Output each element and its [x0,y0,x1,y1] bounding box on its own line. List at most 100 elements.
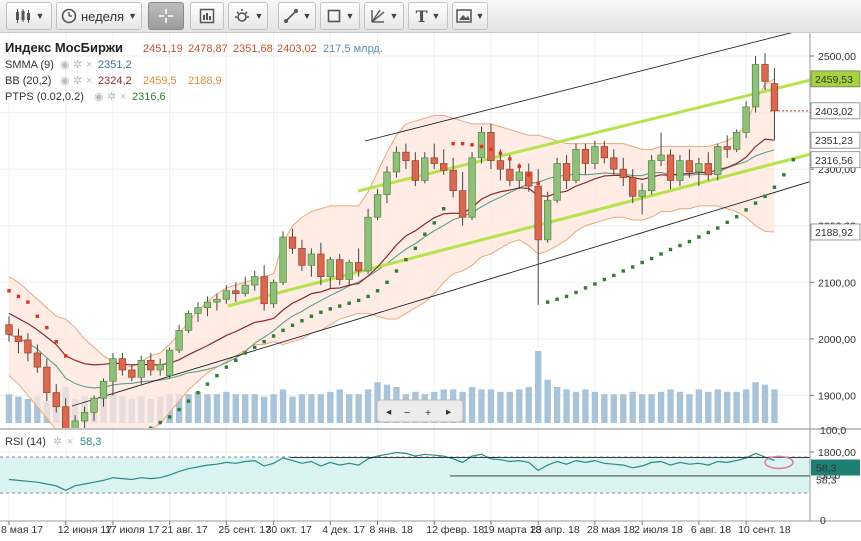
candle-body [562,163,571,181]
bb-lower-value: 2188,9 [188,75,222,87]
candles-icon [15,9,30,23]
sar-point [593,282,597,286]
sar-point [328,307,332,311]
volume-bar [695,389,703,423]
sar-point [281,328,285,333]
price-badge [810,151,861,169]
candle-body [506,168,514,181]
image-button[interactable]: ▼ [452,2,488,30]
trend-line-lower[interactable] [227,152,815,308]
sar-point [640,260,644,265]
close-icon[interactable]: × [67,436,73,448]
sar-point [791,158,796,162]
channel-upper-line[interactable] [364,33,818,142]
channel-lower-line[interactable] [71,178,822,407]
volume-bar [260,396,268,423]
chart-area[interactable]: 1800,001900,002000,002100,002200,002300,… [0,33,861,541]
ohlc-close: 2403,02 [277,43,317,55]
text-tool-button[interactable]: T ▼ [408,2,448,30]
clock-icon [61,8,77,24]
price-badge [810,102,861,120]
volume-bar [761,384,769,423]
x-tick-label: 8 мая 17 [1,524,43,536]
volume-bar [657,391,665,423]
candle-body [147,360,155,371]
crosshair-button[interactable] [148,2,184,30]
eye-icon[interactable]: ◉ [94,91,104,103]
scroll-right-icon[interactable]: ▸ [446,406,452,418]
chart-type-button[interactable]: ▼ [6,2,52,30]
ohlc-low: 2351,68 [233,43,273,55]
eye-icon[interactable]: ◉ [60,59,70,71]
eye-icon[interactable]: ◉ [60,75,70,87]
frame-icon [199,8,215,24]
close-icon[interactable]: × [120,91,126,103]
x-tick-label: 4 дек. 17 [322,524,365,536]
close-icon[interactable]: × [86,75,92,87]
smma-value: 2351,2 [98,59,132,71]
gear-icon[interactable]: ✲ [53,436,62,448]
candle-body [714,146,722,176]
candle-body [458,190,467,218]
rsi-highlight-ellipse[interactable] [764,455,794,470]
gear-icon[interactable]: ✲ [73,75,82,87]
volume-bar [185,394,192,423]
volume-bar [308,394,315,423]
legend: Индекс МосБиржи 2451,19 2478,87 2351,68 … [5,40,383,448]
zoom-in-icon[interactable]: + [425,407,431,419]
scroll-left-icon[interactable]: ◂ [386,406,392,418]
indicators-button[interactable]: ▼ [228,2,268,30]
gear-icon[interactable]: ✲ [73,59,82,71]
sar-point [725,220,729,225]
volume-bar [5,394,13,423]
sar-point [659,252,663,256]
sar-point [366,294,370,299]
volume-bar [24,399,32,423]
sar-point [432,221,436,225]
volume-bar [213,394,221,423]
sar-point [309,314,314,318]
sar-point [753,201,758,205]
candle-body [288,236,297,249]
sar-point [508,157,512,161]
zoom-out-icon[interactable]: − [404,407,410,419]
trend-lines[interactable] [71,33,822,407]
volume-bar [232,394,239,423]
candle-body [572,148,580,181]
sar-point [7,289,11,293]
bb-lower-line [8,205,775,428]
candles [5,53,779,428]
volume-bar [346,394,353,423]
volume-bar [516,389,523,423]
close-icon[interactable]: × [86,59,92,71]
candle-body [600,146,608,159]
fib-tool-button[interactable]: ▼ [364,2,404,30]
line-tool-button[interactable]: ▼ [278,2,316,30]
volume-bar [364,389,372,423]
x-tick-label: 6 авг. 18 [691,524,731,536]
volume-bar [468,387,476,423]
sar-point [167,415,172,419]
volume-bar [270,394,277,423]
indicators-icon [234,9,249,22]
period-select[interactable]: неделя ▼ [56,2,142,30]
sar-point [262,339,266,344]
bb-fill [9,78,775,428]
candle-body [14,335,23,343]
sar-point [706,230,710,235]
shapes-button[interactable]: ▼ [320,2,360,30]
candle-body [232,290,240,294]
sar-point [716,226,720,230]
parabolic-sar [7,141,796,428]
sar-point [64,354,68,358]
candle-body [279,236,287,283]
zoom-controls[interactable]: ◂ − + ▸ [376,399,464,423]
fib-tool-icon [370,9,384,23]
candle-body [440,163,448,171]
trend-line-upper[interactable] [357,78,815,193]
gear-icon[interactable]: ✲ [107,91,116,103]
frame-button[interactable] [190,2,224,30]
chevron-down-icon: ▼ [254,11,264,21]
candle-body [761,64,769,82]
